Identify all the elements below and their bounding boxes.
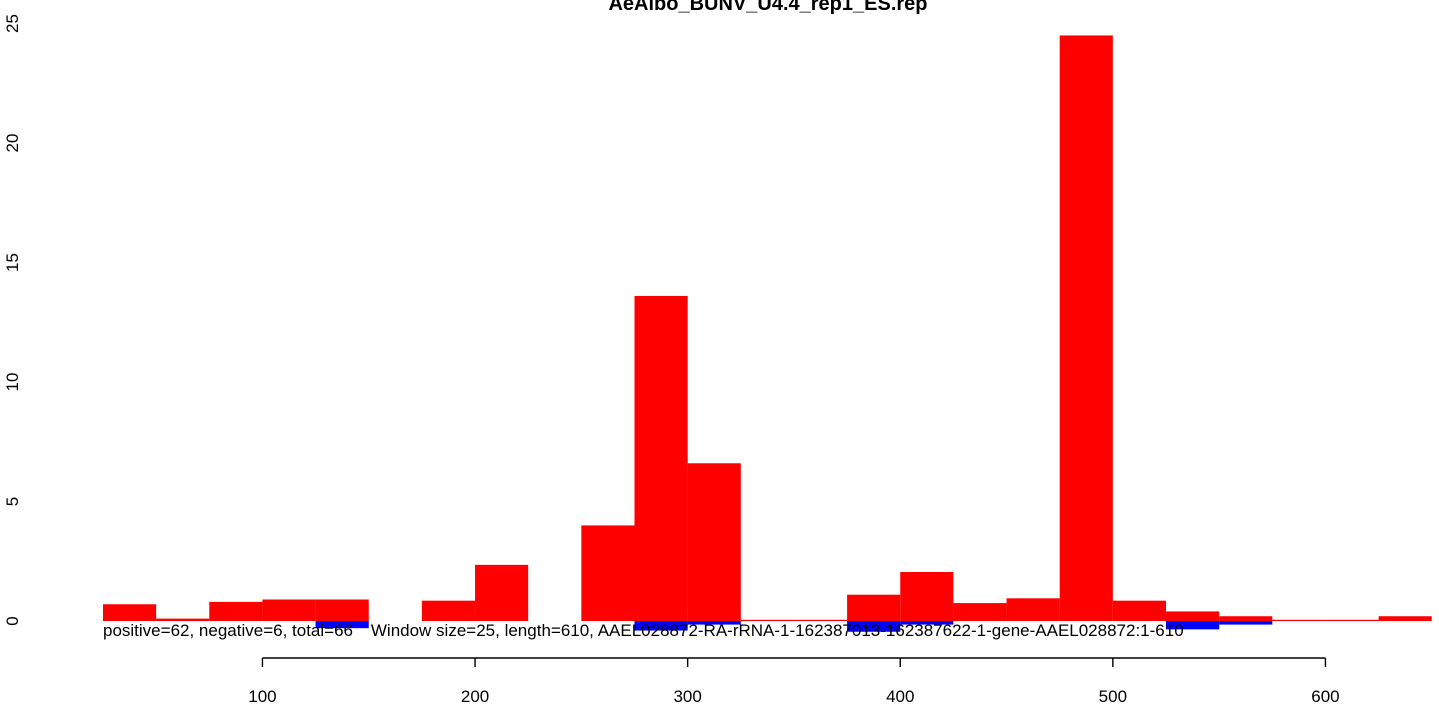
positive-bar-8 <box>634 295 688 621</box>
positive-bar-13 <box>900 572 954 621</box>
annotation-1: Window size=25, length=610, AAEL028872-R… <box>371 621 1184 640</box>
positive-bar-22 <box>1378 616 1432 621</box>
x-tick-label-5: 600 <box>1311 687 1339 706</box>
positive-bar-3 <box>262 599 316 621</box>
positive-bar-5 <box>421 600 476 621</box>
y-tick-label-5: 25 <box>3 14 22 33</box>
positive-bar-14 <box>953 603 1007 621</box>
positive-bar-18 <box>1166 611 1220 621</box>
y-tick-label-1: 5 <box>3 497 22 506</box>
positive-bar-4 <box>315 599 369 621</box>
positive-bar-20 <box>1272 619 1326 622</box>
x-tick-label-3: 400 <box>886 687 914 706</box>
bars-group <box>103 35 1432 632</box>
annotation-0: positive=62, negative=6, total=66 <box>103 621 353 640</box>
x-tick-label-4: 500 <box>1099 687 1127 706</box>
x-tick-label-1: 200 <box>461 687 489 706</box>
positive-bar-10 <box>740 619 794 622</box>
y-tick-label-0: 0 <box>3 616 22 625</box>
y-tick-label-4: 20 <box>3 134 22 153</box>
y-axis: 0 5 10 15 20 25 <box>3 14 22 626</box>
y-tick-label-2: 10 <box>3 373 22 392</box>
negative-bar-2 <box>687 621 741 625</box>
negative-bar-5 <box>1166 621 1220 630</box>
x-tick-label-2: 300 <box>673 687 701 706</box>
positive-bar-1 <box>156 618 210 621</box>
x-axis: 100 200 300 400 500 600 <box>248 657 1340 706</box>
y-tick-label-3: 15 <box>3 253 22 272</box>
negative-bar-6 <box>1219 621 1273 625</box>
negative-bar-3 <box>847 621 901 632</box>
positive-bar-21 <box>1325 619 1379 622</box>
negative-bar-1 <box>634 621 688 631</box>
positive-bar-7 <box>581 525 635 621</box>
positive-bar-2 <box>209 601 263 621</box>
positive-bar-16 <box>1059 35 1113 621</box>
positive-bar-19 <box>1219 616 1273 621</box>
positive-bar-0 <box>103 604 157 621</box>
positive-bar-17 <box>1112 600 1166 621</box>
positive-bar-15 <box>1006 598 1060 621</box>
negative-bar-4 <box>900 621 954 625</box>
positive-bar-6 <box>475 564 529 621</box>
annotations-group: positive=62, negative=6, total=66 Window … <box>103 621 1184 640</box>
negative-bar-0 <box>315 621 369 629</box>
x-tick-label-0: 100 <box>248 687 276 706</box>
positive-bar-11 <box>793 619 848 622</box>
chart-title: AeAlbo_BUNV_U4.4_rep1_ES.rep <box>608 0 927 15</box>
positive-bar-9 <box>687 463 741 621</box>
positive-bar-12 <box>847 594 901 621</box>
